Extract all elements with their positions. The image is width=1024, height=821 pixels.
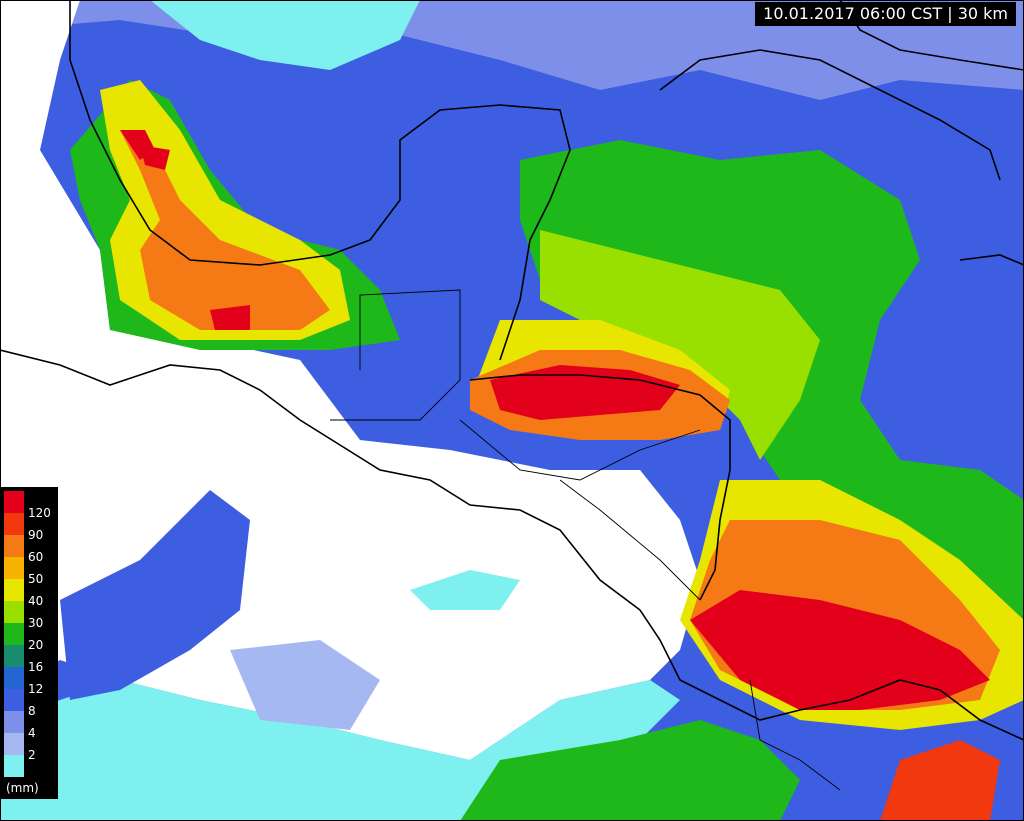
legend-swatch — [4, 689, 24, 711]
coastline-gulf-of-mexico — [69, 0, 571, 361]
precip-area-lightgreen-caribbean — [540, 230, 820, 460]
legend-swatch — [4, 755, 24, 777]
legend-value: 4 — [28, 726, 36, 740]
legend-value: 120 — [28, 506, 51, 520]
precip-area-orange-southeast — [880, 740, 1000, 821]
legend-value: 30 — [28, 616, 44, 630]
legend-unit: (mm) — [6, 781, 39, 795]
precip-area-orange-gulf — [120, 130, 330, 330]
legend-swatch — [4, 557, 24, 579]
coastline-caribbean — [469, 374, 731, 601]
coastline-hispaniola — [959, 254, 1024, 266]
legend-swatch — [4, 645, 24, 667]
legend-swatch — [4, 579, 24, 601]
legend-swatch — [4, 667, 24, 689]
legend-swatch — [4, 623, 24, 645]
border-guatemala — [330, 289, 461, 421]
border-honduras — [459, 419, 701, 481]
legend-swatch — [4, 513, 24, 535]
legend-swatch — [4, 733, 24, 755]
legend-swatch — [4, 535, 24, 557]
precip-area-green-south — [460, 720, 800, 821]
legend-value: 60 — [28, 550, 44, 564]
legend-swatches — [4, 491, 24, 777]
legend-value: 2 — [28, 748, 36, 762]
legend-value: 50 — [28, 572, 44, 586]
border-nicaragua — [559, 479, 701, 601]
legend-value: 20 — [28, 638, 44, 652]
legend-value: 12 — [28, 682, 44, 696]
precip-area-pacific-cyan-patch — [410, 570, 520, 610]
legend: 120 90 60 50 40 30 20 16 12 8 4 2 (mm) — [0, 487, 58, 799]
border-panama — [749, 679, 841, 791]
country-borders — [330, 289, 841, 791]
legend-swatch — [4, 491, 24, 513]
legend-value: 90 — [28, 528, 44, 542]
coastlines — [0, 0, 1024, 741]
coastline-mexico-pacific — [0, 349, 1024, 741]
timestamp-label: 10.01.2017 06:00 CST | 30 km — [755, 2, 1016, 26]
precip-area-cyan-nw — [150, 0, 420, 70]
coastline-cuba — [659, 49, 1001, 181]
precip-area-red-panama — [690, 590, 990, 710]
precip-area-pacific-lavender — [230, 640, 380, 730]
legend-value: 40 — [28, 594, 44, 608]
legend-swatch — [4, 711, 24, 733]
legend-value: 16 — [28, 660, 44, 674]
precip-area-pacific-blue — [60, 490, 250, 700]
legend-swatch — [4, 601, 24, 623]
precip-area-red-gulf — [120, 130, 250, 330]
legend-labels: 120 90 60 50 40 30 20 16 12 8 4 2 — [28, 491, 58, 762]
legend-value: 8 — [28, 704, 36, 718]
